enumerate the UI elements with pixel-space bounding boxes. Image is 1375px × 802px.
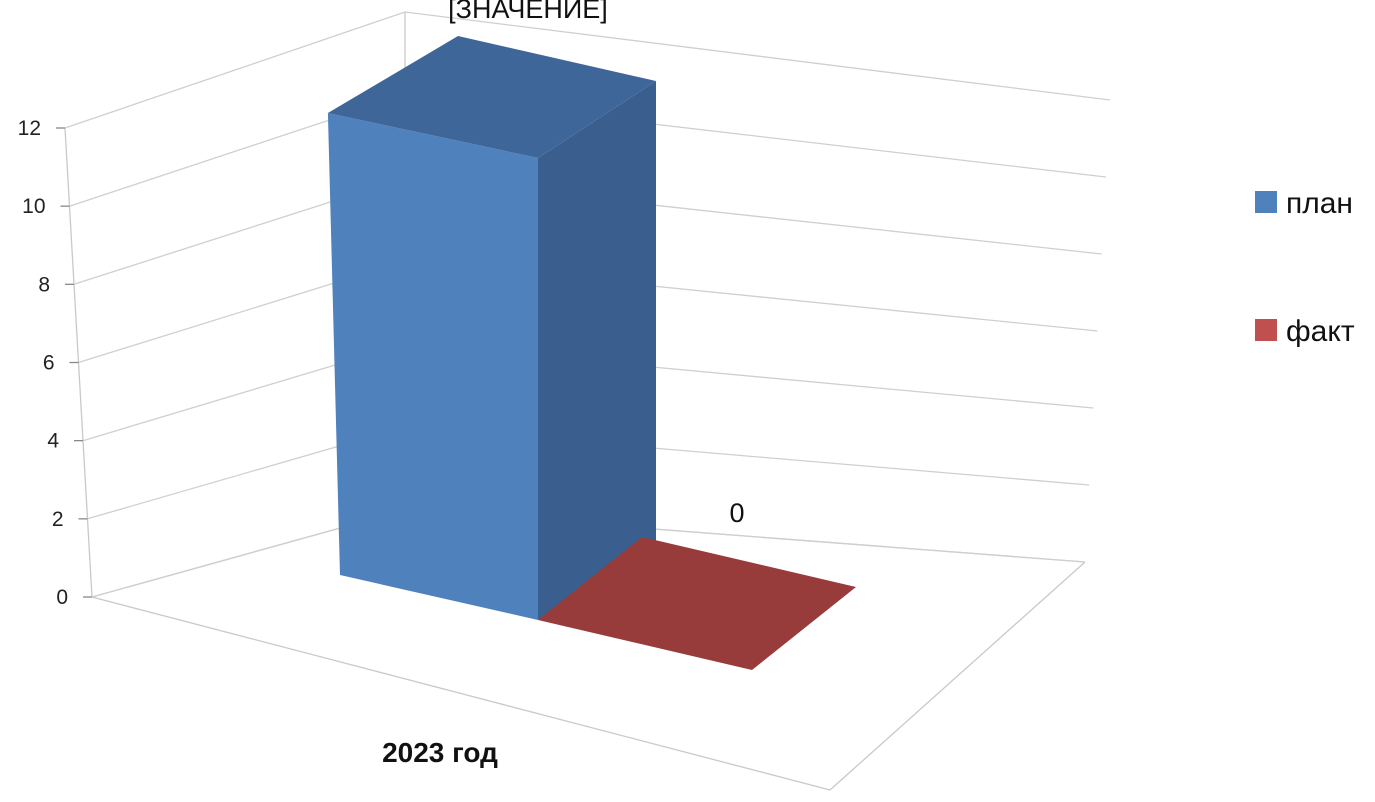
bar-side-face-план <box>538 81 656 620</box>
bar-план <box>327 36 656 620</box>
gridline-6 <box>64 11 1111 129</box>
category-label-0: 2023 год <box>382 737 498 768</box>
y-tick-label-6: 12 <box>18 117 41 140</box>
floor-front-edge <box>91 596 831 791</box>
bar-flat-face-факт <box>538 537 856 670</box>
y-tick-label-5: 10 <box>22 195 45 218</box>
y-tick-label-3: 6 <box>43 352 55 375</box>
data-labels: [ЗНАЧЕНИЕ] 0 <box>448 0 744 528</box>
y-tick-label-1: 2 <box>52 508 64 531</box>
y-tick-label-2: 4 <box>47 430 59 453</box>
y-tick-label-0: 0 <box>56 586 68 609</box>
legend-label-план: план <box>1286 187 1353 220</box>
floor-right-edge <box>829 561 1086 791</box>
data-label-факт: 0 <box>729 498 744 528</box>
bar-top-face-план <box>327 36 656 158</box>
legend-label-факт: факт <box>1286 315 1355 348</box>
data-label-план: [ЗНАЧЕНИЕ] <box>448 0 608 24</box>
bar-front-face-план <box>327 113 538 620</box>
legend: план факт <box>1255 187 1355 348</box>
y-tick-label-4: 8 <box>38 273 50 296</box>
y-axis: 0 2 4 6 8 10 12 <box>18 117 92 609</box>
category-labels: 2023 год <box>382 737 498 768</box>
bar-факт <box>538 537 856 670</box>
legend-swatch-план <box>1255 191 1277 213</box>
bars <box>327 36 856 670</box>
legend-swatch-факт <box>1255 319 1277 341</box>
